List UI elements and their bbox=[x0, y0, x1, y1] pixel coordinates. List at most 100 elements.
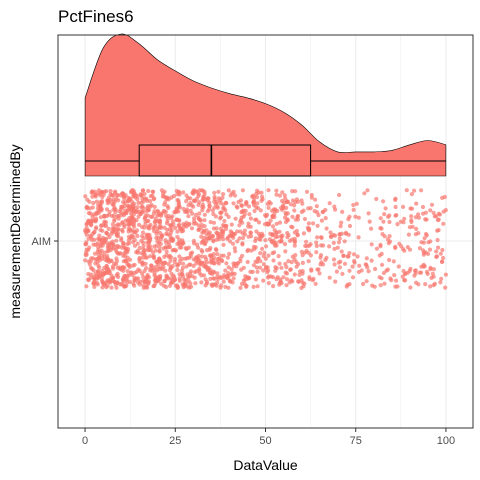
data-point bbox=[168, 276, 173, 281]
data-point bbox=[314, 243, 319, 249]
data-point bbox=[132, 270, 137, 275]
data-point bbox=[106, 226, 111, 231]
data-point bbox=[347, 223, 353, 229]
data-point bbox=[383, 206, 388, 211]
data-point bbox=[121, 194, 126, 199]
data-point bbox=[205, 196, 210, 201]
data-point bbox=[177, 276, 182, 281]
data-point bbox=[190, 250, 195, 255]
data-point bbox=[273, 265, 278, 270]
data-point bbox=[431, 274, 436, 279]
data-point bbox=[239, 210, 244, 215]
data-point bbox=[113, 189, 118, 194]
data-point bbox=[194, 261, 199, 266]
data-point bbox=[120, 221, 125, 226]
data-point bbox=[416, 212, 421, 217]
data-point bbox=[285, 199, 290, 204]
data-point bbox=[92, 276, 97, 281]
data-point bbox=[125, 280, 130, 285]
data-point bbox=[179, 242, 185, 247]
data-point bbox=[342, 239, 347, 244]
data-point bbox=[177, 192, 182, 197]
data-point bbox=[300, 260, 305, 265]
data-point bbox=[253, 217, 258, 222]
data-point bbox=[300, 280, 305, 285]
data-point bbox=[92, 284, 97, 289]
data-point bbox=[191, 204, 196, 209]
data-point bbox=[342, 261, 348, 266]
data-point bbox=[392, 273, 397, 278]
data-point bbox=[97, 274, 102, 279]
x-tick-label: 75 bbox=[350, 435, 362, 447]
data-point bbox=[238, 218, 244, 223]
data-point bbox=[434, 214, 439, 219]
data-point bbox=[245, 259, 250, 265]
data-point bbox=[197, 266, 202, 271]
data-point bbox=[295, 217, 301, 222]
data-point bbox=[230, 191, 235, 196]
data-point bbox=[199, 222, 204, 227]
data-point bbox=[404, 188, 409, 193]
data-point bbox=[314, 204, 319, 209]
data-point bbox=[277, 261, 282, 266]
data-point bbox=[106, 279, 111, 284]
data-point bbox=[83, 194, 88, 199]
data-point bbox=[111, 229, 116, 234]
data-point bbox=[333, 279, 338, 284]
data-point bbox=[218, 274, 223, 279]
data-point bbox=[118, 251, 123, 256]
data-point bbox=[272, 215, 277, 220]
data-point bbox=[336, 260, 341, 265]
data-point bbox=[380, 232, 385, 237]
data-point bbox=[304, 189, 310, 194]
data-point bbox=[331, 240, 336, 245]
data-point bbox=[369, 226, 374, 231]
data-point bbox=[288, 267, 293, 272]
data-point bbox=[366, 211, 371, 216]
data-point bbox=[159, 188, 164, 193]
data-point bbox=[104, 230, 109, 236]
data-point bbox=[141, 206, 146, 211]
data-point bbox=[116, 227, 121, 232]
data-point bbox=[123, 253, 128, 259]
data-point bbox=[290, 214, 295, 219]
data-point bbox=[242, 232, 248, 237]
data-point bbox=[232, 246, 237, 251]
data-point bbox=[216, 233, 221, 238]
data-point bbox=[152, 229, 157, 234]
data-point bbox=[419, 240, 424, 245]
data-point bbox=[230, 241, 236, 246]
data-point bbox=[87, 199, 92, 204]
data-point bbox=[282, 193, 287, 198]
data-point bbox=[228, 229, 233, 234]
data-point bbox=[175, 263, 180, 268]
data-point bbox=[157, 249, 162, 254]
data-point bbox=[439, 259, 445, 264]
data-point bbox=[140, 209, 146, 214]
data-point bbox=[292, 243, 297, 248]
data-point bbox=[234, 204, 239, 209]
data-point bbox=[242, 228, 247, 233]
data-point bbox=[356, 269, 361, 275]
data-point bbox=[266, 205, 271, 210]
data-point bbox=[422, 264, 427, 269]
data-point bbox=[152, 256, 157, 261]
data-point bbox=[258, 237, 263, 242]
data-point bbox=[229, 267, 234, 272]
data-point bbox=[112, 261, 117, 266]
data-point bbox=[294, 228, 299, 234]
data-point bbox=[225, 255, 230, 260]
data-point bbox=[111, 242, 116, 247]
data-point bbox=[191, 238, 196, 243]
data-point bbox=[88, 259, 93, 264]
data-point bbox=[369, 242, 374, 247]
data-point bbox=[321, 209, 326, 214]
data-point bbox=[165, 227, 170, 233]
data-point bbox=[263, 238, 268, 243]
data-point bbox=[428, 284, 433, 289]
data-point bbox=[181, 190, 186, 195]
data-point bbox=[240, 188, 245, 193]
data-point bbox=[313, 197, 318, 202]
data-point bbox=[108, 189, 113, 194]
data-point bbox=[132, 278, 137, 283]
